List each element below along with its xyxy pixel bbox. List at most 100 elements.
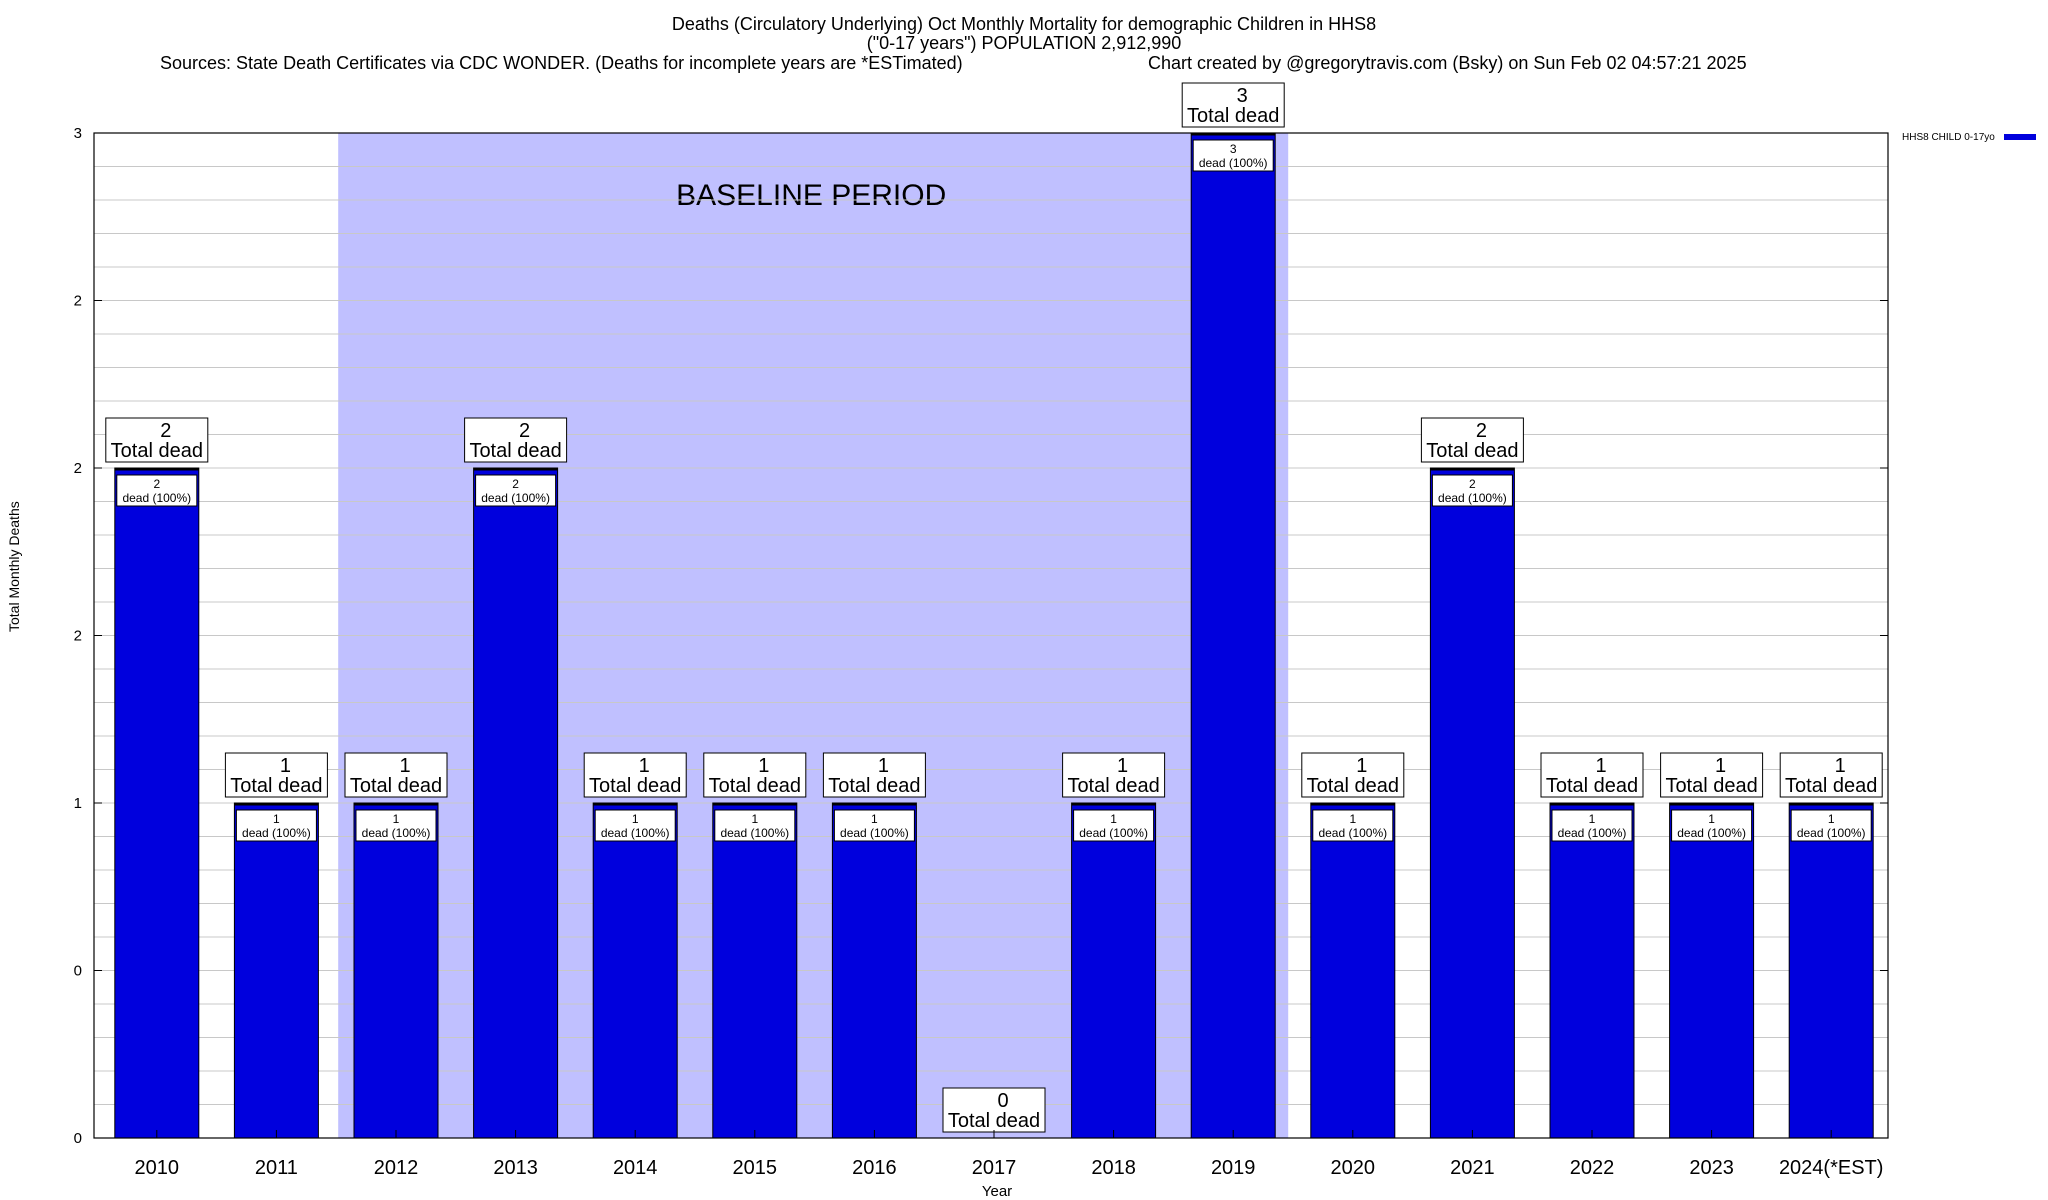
total-label-count: 1: [399, 755, 410, 777]
baseline-period-label: BASELINE PERIOD: [676, 179, 946, 212]
bar: [1190, 132, 1276, 1139]
total-label-box: [1660, 752, 1764, 798]
total-label-text: Total dead: [1307, 775, 1399, 797]
total-label-text: Total dead: [350, 775, 442, 797]
inner-label-pct: dead (100%): [1199, 156, 1268, 170]
bar: [114, 467, 200, 1139]
total-label-count: 1: [1117, 755, 1128, 777]
bar: [1429, 467, 1515, 1139]
bar: [1788, 802, 1874, 1139]
inner-label-pct: dead (100%): [840, 826, 909, 840]
inner-label-box: [235, 809, 317, 842]
total-label-box: [464, 417, 568, 463]
x-tick-label: 2015: [733, 1157, 778, 1179]
inner-label-pct: dead (100%): [601, 826, 670, 840]
chart-title-line-1: Deaths (Circulatory Underlying) Oct Mont…: [671, 14, 1377, 34]
inner-label-count: 1: [1708, 812, 1715, 826]
total-label-box: [344, 752, 448, 798]
inner-label-count: 1: [632, 812, 639, 826]
x-tick-label: 2020: [1331, 1157, 1376, 1179]
total-label-count: 1: [1595, 755, 1606, 777]
x-axis-label: Year: [982, 1183, 1012, 1200]
x-tick-label: 2010: [135, 1157, 180, 1179]
x-tick-label: 2016: [852, 1157, 897, 1179]
inner-label-count: 1: [1349, 812, 1356, 826]
total-label-box: [224, 752, 328, 798]
x-tick-label: 2014: [613, 1157, 658, 1179]
inner-label-count: 1: [273, 812, 280, 826]
x-tick-label: 2024(*EST): [1779, 1157, 1884, 1179]
y-tick-label: 3: [74, 125, 82, 142]
total-label-text: Total dead: [1665, 775, 1757, 797]
credit-text: Chart created by @gregorytravis.com (Bsk…: [1148, 53, 1747, 73]
total-label-text: Total dead: [1067, 775, 1159, 797]
total-label-count: 2: [160, 420, 171, 442]
total-label-box: [1779, 752, 1883, 798]
inner-label-pct: dead (100%): [1797, 826, 1866, 840]
total-label-box: [1301, 752, 1405, 798]
total-label-text: Total dead: [1785, 775, 1877, 797]
inner-label-pct: dead (100%): [242, 826, 311, 840]
total-label-count: 3: [1237, 85, 1248, 107]
inner-label-count: 3: [1230, 142, 1237, 156]
y-tick-label: 0: [74, 1130, 82, 1147]
inner-label-pct: dead (100%): [1079, 826, 1148, 840]
inner-label-box: [594, 809, 676, 842]
total-label-count: 1: [1715, 755, 1726, 777]
inner-label-pct: dead (100%): [122, 491, 191, 505]
bar: [1669, 802, 1755, 1139]
inner-label-box: [1671, 809, 1753, 842]
y-tick-label: 1: [74, 795, 82, 812]
total-label-count: 1: [280, 755, 291, 777]
total-label-count: 1: [878, 755, 889, 777]
x-tick-label: 2017: [972, 1157, 1017, 1179]
total-label-box: [1181, 82, 1285, 128]
total-label-box: [1540, 752, 1644, 798]
total-label-box: [1420, 417, 1524, 463]
y-tick-label: 2: [74, 460, 82, 477]
total-label-box: [942, 1087, 1046, 1133]
inner-label-box: [833, 809, 915, 842]
inner-label-pct: dead (100%): [720, 826, 789, 840]
total-label-count: 0: [997, 1090, 1008, 1112]
inner-label-box: [475, 474, 557, 507]
inner-label-count: 1: [1828, 812, 1835, 826]
x-tick-label: 2013: [493, 1157, 538, 1179]
plot-frame: [93, 132, 1889, 1139]
bar: [353, 802, 439, 1139]
x-tick-label: 2021: [1450, 1157, 1495, 1179]
inner-label-count: 1: [1589, 812, 1596, 826]
total-label-count: 1: [639, 755, 650, 777]
inner-label-count: 1: [871, 812, 878, 826]
total-label-count: 2: [1476, 420, 1487, 442]
x-tick-label: 2023: [1689, 1157, 1734, 1179]
total-label-text: Total dead: [1187, 105, 1279, 127]
x-tick-label: 2012: [374, 1157, 419, 1179]
total-label-text: Total dead: [1546, 775, 1638, 797]
total-label-box: [105, 417, 209, 463]
x-tick-label: 2022: [1570, 1157, 1615, 1179]
legend-swatch: [2004, 134, 2036, 140]
x-tick-label: 2018: [1091, 1157, 1136, 1179]
total-label-text: Total dead: [230, 775, 322, 797]
inner-label-box: [1790, 809, 1872, 842]
bar: [473, 467, 559, 1139]
inner-label-pct: dead (100%): [362, 826, 431, 840]
inner-label-pct: dead (100%): [1677, 826, 1746, 840]
bar: [592, 802, 678, 1139]
bar: [831, 802, 917, 1139]
inner-label-pct: dead (100%): [1318, 826, 1387, 840]
inner-label-pct: dead (100%): [1438, 491, 1507, 505]
x-tick-label: 2019: [1211, 1157, 1256, 1179]
total-label-text: Total dead: [948, 1110, 1040, 1132]
inner-label-count: 2: [512, 477, 519, 491]
total-label-count: 1: [1835, 755, 1846, 777]
total-label-count: 2: [519, 420, 530, 442]
total-label-text: Total dead: [1426, 440, 1518, 462]
total-label-text: Total dead: [589, 775, 681, 797]
inner-label-count: 1: [751, 812, 758, 826]
bar: [712, 802, 798, 1139]
inner-label-count: 2: [153, 477, 160, 491]
total-label-box: [583, 752, 687, 798]
